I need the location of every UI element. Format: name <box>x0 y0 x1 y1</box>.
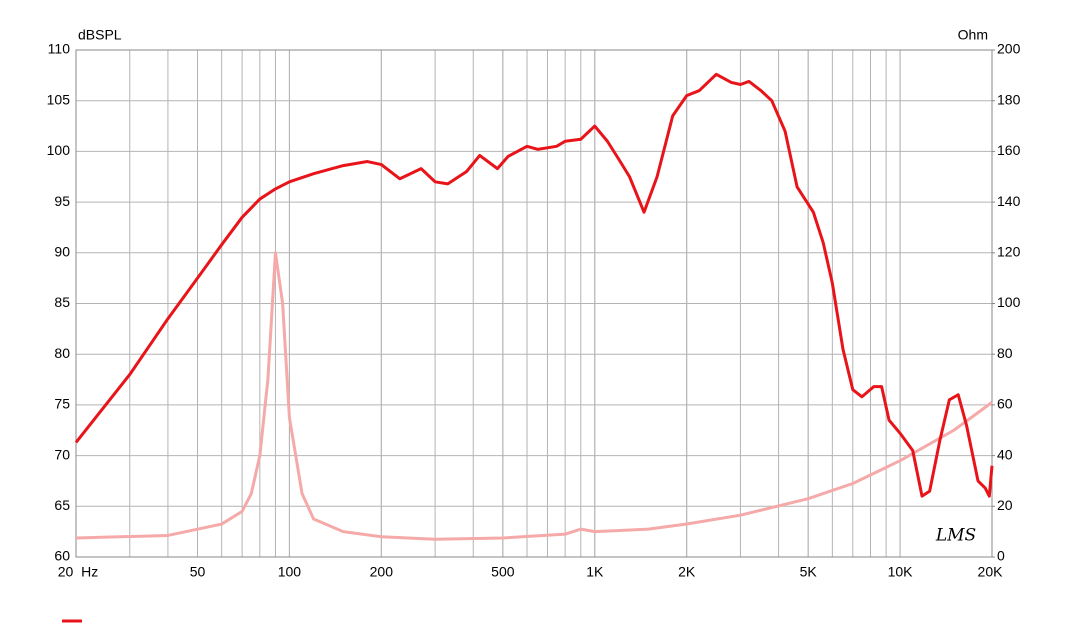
y-axis-label: dBSPL <box>78 27 122 43</box>
x-tick-label: 500 <box>491 564 515 580</box>
y-tick-label: 110 <box>48 41 71 57</box>
y2-tick-label: 160 <box>997 142 1021 158</box>
y-tick-label: 85 <box>54 294 70 310</box>
y-tick-label: 80 <box>54 345 70 361</box>
y2-tick-label: 40 <box>997 446 1013 462</box>
data-line <box>75 251 993 541</box>
x-tick-label: 200 <box>370 564 394 580</box>
watermark: LMS <box>935 526 976 546</box>
x-tick-label: 20 Hz <box>58 564 98 580</box>
data-line <box>74 72 994 498</box>
y-tick-label: 90 <box>54 244 70 260</box>
y-tick-label: 95 <box>54 193 70 209</box>
y-tick-label: 100 <box>47 142 71 158</box>
y2-axis-label: Ohm <box>958 27 988 43</box>
y2-tick-label: 60 <box>997 396 1013 412</box>
y2-tick-label: 180 <box>997 91 1021 107</box>
y2-tick-label: 20 <box>997 497 1013 513</box>
x-tick-label: 5K <box>800 564 818 580</box>
y2-tick-label: 100 <box>997 294 1021 310</box>
x-tick-label: 50 <box>190 564 206 580</box>
y2-tick-label: 200 <box>997 41 1021 57</box>
y2-tick-label: 140 <box>997 193 1021 209</box>
y2-tick-label: 0 <box>997 548 1005 564</box>
y-tick-label: 60 <box>54 548 70 564</box>
x-tick-label: 20K <box>978 564 1004 580</box>
x-tick-label: 1K <box>586 564 604 580</box>
plot-border <box>75 49 993 558</box>
y-tick-label: 75 <box>54 396 70 412</box>
x-tick-label: 10K <box>888 564 914 580</box>
x-tick-label: 2K <box>678 564 696 580</box>
y2-tick-label: 80 <box>997 345 1013 361</box>
y-tick-label: 105 <box>47 91 71 107</box>
y-tick-label: 65 <box>54 497 70 513</box>
y-tick-label: 70 <box>54 446 70 462</box>
y2-tick-label: 120 <box>997 244 1021 260</box>
x-tick-label: 100 <box>278 564 302 580</box>
